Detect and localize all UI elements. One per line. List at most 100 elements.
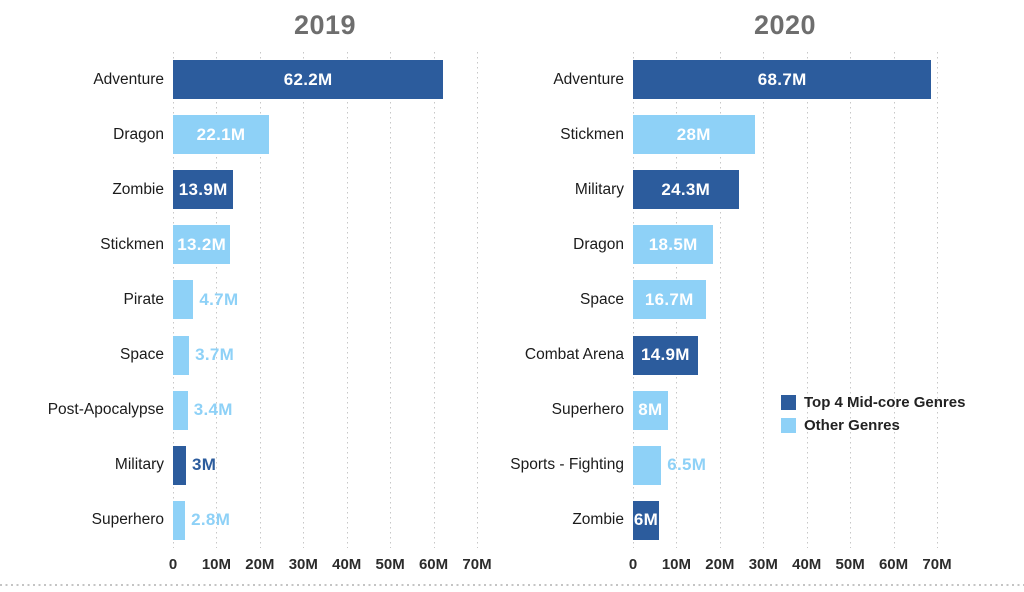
category-label: Adventure xyxy=(553,70,624,88)
value-label: 18.5M xyxy=(648,234,698,254)
bar-dragon: 22.1M xyxy=(173,115,269,155)
bar-sports-fighting xyxy=(633,445,662,485)
x-axis-tick-label: 10M xyxy=(661,556,692,573)
bar-row-space: Space 3.7M xyxy=(120,328,477,383)
bar-row-military: Military 3M xyxy=(115,438,477,493)
value-label: 2.8M xyxy=(191,510,231,530)
value-label: 68.7M xyxy=(757,69,807,89)
bar-row-superhero: Superhero 8M xyxy=(552,383,937,438)
chart-title-2020: 2020 xyxy=(753,10,817,40)
x-axis-tick-label: 70M xyxy=(462,556,492,573)
category-label: Dragon xyxy=(113,125,164,143)
x-axis-tick-label: 0 xyxy=(168,556,178,573)
bar-row-military: Military 24.3M xyxy=(575,162,937,217)
gridline-70M xyxy=(477,52,478,548)
x-axis-tick-label: 50M xyxy=(835,556,865,573)
bar-stickmen: 13.2M xyxy=(173,225,231,265)
bar-row-stickmen: Stickmen 13.2M xyxy=(100,217,477,272)
category-label: Zombie xyxy=(572,511,624,529)
bar-row-adventure: Adventure 62.2M xyxy=(93,52,477,107)
value-label: 6M xyxy=(633,510,659,530)
value-label: 4.7M xyxy=(199,289,239,309)
bar-row-dragon: Dragon 22.1M xyxy=(113,107,477,162)
category-label: Adventure xyxy=(93,70,164,88)
value-label: 6.5M xyxy=(667,455,707,475)
gridline-40M xyxy=(346,52,348,548)
bar-row-adventure: Adventure 68.7M xyxy=(553,52,937,107)
bar-row-combat-arena: Combat Arena 14.9M xyxy=(525,328,937,383)
bar-row-pirate: Pirate 4.7M xyxy=(124,272,477,327)
x-axis-tick-label: 10M xyxy=(201,556,232,573)
gridline-10M xyxy=(216,52,218,548)
bar-row-post-apocalypse: Post-Apocalypse 3.4M xyxy=(48,383,477,438)
bar-row-space: Space 16.7M xyxy=(580,272,937,327)
bar-adventure: 62.2M xyxy=(173,60,444,100)
x-axis-tick-label: 0 xyxy=(628,556,638,573)
gridline-40M xyxy=(806,52,808,548)
x-axis-tick-label: 20M xyxy=(245,556,275,573)
plot-area-2019: 0 10M 20M 30M 40M 50M 60M 70M Adventure 62.2M Drag… xyxy=(48,52,492,573)
bar-space: 16.7M xyxy=(633,280,706,320)
legend-label: Other Genres xyxy=(804,417,900,434)
bar-row-zombie: Zombie 13.9M xyxy=(112,162,477,217)
value-label: 3.7M xyxy=(195,345,235,365)
x-axis-tick-label: 20M xyxy=(705,556,735,573)
value-label: 22.1M xyxy=(196,124,246,144)
value-label: 13.2M xyxy=(177,234,227,254)
bar-row-superhero: Superhero 2.8M xyxy=(92,493,477,548)
legend: Top 4 Mid-core Genres Other Genres xyxy=(781,394,965,440)
gridline-30M xyxy=(763,52,765,548)
value-label: 14.9M xyxy=(640,345,690,365)
category-label: Sports - Fighting xyxy=(510,456,624,474)
bottom-dotted-divider xyxy=(0,584,1024,586)
value-label: 28M xyxy=(676,124,711,144)
bar-row-stickmen: Stickmen 28M xyxy=(560,107,937,162)
bar-pirate xyxy=(173,280,194,320)
bar-military xyxy=(173,445,187,485)
x-axis-tick-label: 60M xyxy=(418,556,449,573)
x-axis-tick-label: 40M xyxy=(792,556,822,573)
bar-space xyxy=(173,335,190,375)
category-label: Dragon xyxy=(573,235,624,253)
category-label: Superhero xyxy=(91,511,164,529)
gridline-20M xyxy=(259,52,261,548)
bar-zombie: 13.9M xyxy=(173,170,234,210)
value-label: 24.3M xyxy=(661,179,711,199)
category-label: Military xyxy=(574,180,624,198)
category-label: Post-Apocalypse xyxy=(47,401,164,419)
x-axis-tick-label: 60M xyxy=(878,556,909,573)
category-label: Stickmen xyxy=(100,235,164,253)
bar-adventure: 68.7M xyxy=(633,60,932,100)
gridline-70M xyxy=(937,52,938,548)
gridline-60M xyxy=(433,52,435,548)
bar-stickmen: 28M xyxy=(633,115,755,155)
category-label: Space xyxy=(580,290,624,308)
gridline-60M xyxy=(893,52,895,548)
bar-row-dragon: Dragon 18.5M xyxy=(573,217,937,272)
value-label: 13.9M xyxy=(178,179,228,199)
value-label: 3M xyxy=(192,455,217,475)
gridline-30M xyxy=(303,52,305,548)
bar-combat-arena: 14.9M xyxy=(633,335,698,375)
chart-title-2019: 2019 xyxy=(293,10,357,40)
plot-area-2020: 0 10M 20M 30M 40M 50M 60M 70M Adventure 68.7M Stic… xyxy=(510,52,952,573)
legend-item-other: Other Genres xyxy=(781,417,965,434)
x-axis-tick-label: 30M xyxy=(748,556,778,573)
category-label: Stickmen xyxy=(560,125,624,143)
bar-zombie: 6M xyxy=(633,500,660,540)
legend-label: Top 4 Mid-core Genres xyxy=(804,394,966,411)
category-label: Zombie xyxy=(112,180,164,198)
value-label: 16.7M xyxy=(644,289,694,309)
x-axis-tick-label: 40M xyxy=(332,556,362,573)
value-label: 62.2M xyxy=(283,69,333,89)
x-axis-tick-label: 30M xyxy=(288,556,318,573)
x-axis-tick-label: 50M xyxy=(375,556,405,573)
bar-row-zombie: Zombie 6M xyxy=(572,493,937,548)
value-label: 3.4M xyxy=(193,400,233,420)
category-label: Superhero xyxy=(551,401,624,419)
bar-superhero: 8M xyxy=(633,390,668,430)
legend-swatch-dark-blue xyxy=(781,395,796,410)
x-axis-tick-label: 70M xyxy=(922,556,952,573)
bar-post-apocalypse xyxy=(173,390,188,430)
